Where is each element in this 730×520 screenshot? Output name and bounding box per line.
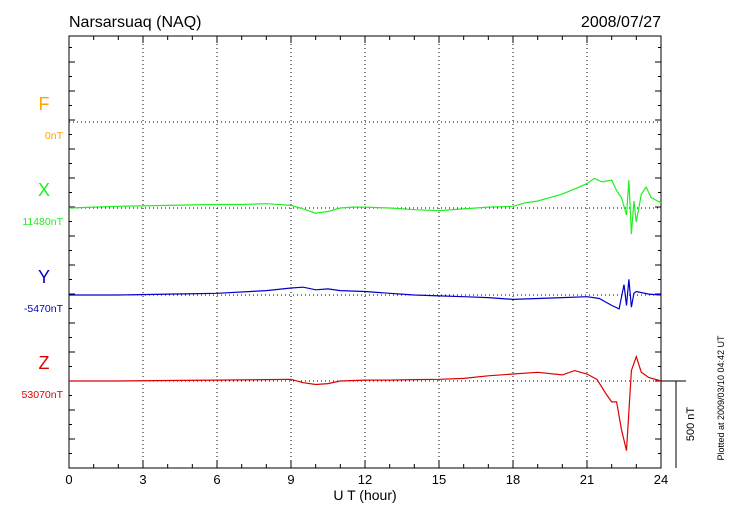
series-labels: F 0nT X 11480nT Y -5470nT Z 53070nT (22, 94, 64, 401)
series-baselines (69, 121, 661, 382)
component-label-x: X (38, 180, 50, 200)
baseline-value-f: 0nT (45, 130, 64, 142)
x-tick-label: 12 (358, 472, 372, 487)
component-label-f: F (39, 94, 50, 114)
x-tick-label: 15 (432, 472, 446, 487)
scale-bar-label: 500 nT (685, 407, 697, 442)
series-lines (68, 177, 662, 451)
baseline-value-z: 53070nT (22, 389, 64, 401)
scale-bar: 500 nT (661, 380, 697, 468)
component-label-z: Z (39, 353, 50, 373)
x-tick-label: 21 (580, 472, 594, 487)
x-tick-label: 6 (213, 472, 220, 487)
axis-ticks (68, 36, 662, 469)
x-tick-label: 9 (287, 472, 294, 487)
series-line-y (69, 279, 662, 310)
x-tick-labels: 0 3 6 9 12 15 18 21 24 (65, 472, 668, 487)
baseline-value-y: -5470nT (24, 303, 64, 315)
x-tick-label: 18 (506, 472, 520, 487)
x-tick-label: 0 (65, 472, 72, 487)
x-tick-label: 24 (654, 472, 668, 487)
component-label-y: Y (38, 267, 50, 287)
chart-title: Narsarsuaq (NAQ) (69, 14, 201, 31)
chart-date: 2008/07/27 (581, 14, 661, 31)
grid-lines (142, 36, 588, 468)
series-line-z (69, 354, 662, 451)
plotted-note: Plotted at 2009/03/10 04:42 UT (716, 335, 726, 461)
baseline-value-x: 11480nT (22, 216, 63, 228)
x-axis-label: U T (hour) (333, 487, 396, 503)
x-tick-label: 3 (139, 472, 146, 487)
series-line-x (68, 177, 662, 235)
